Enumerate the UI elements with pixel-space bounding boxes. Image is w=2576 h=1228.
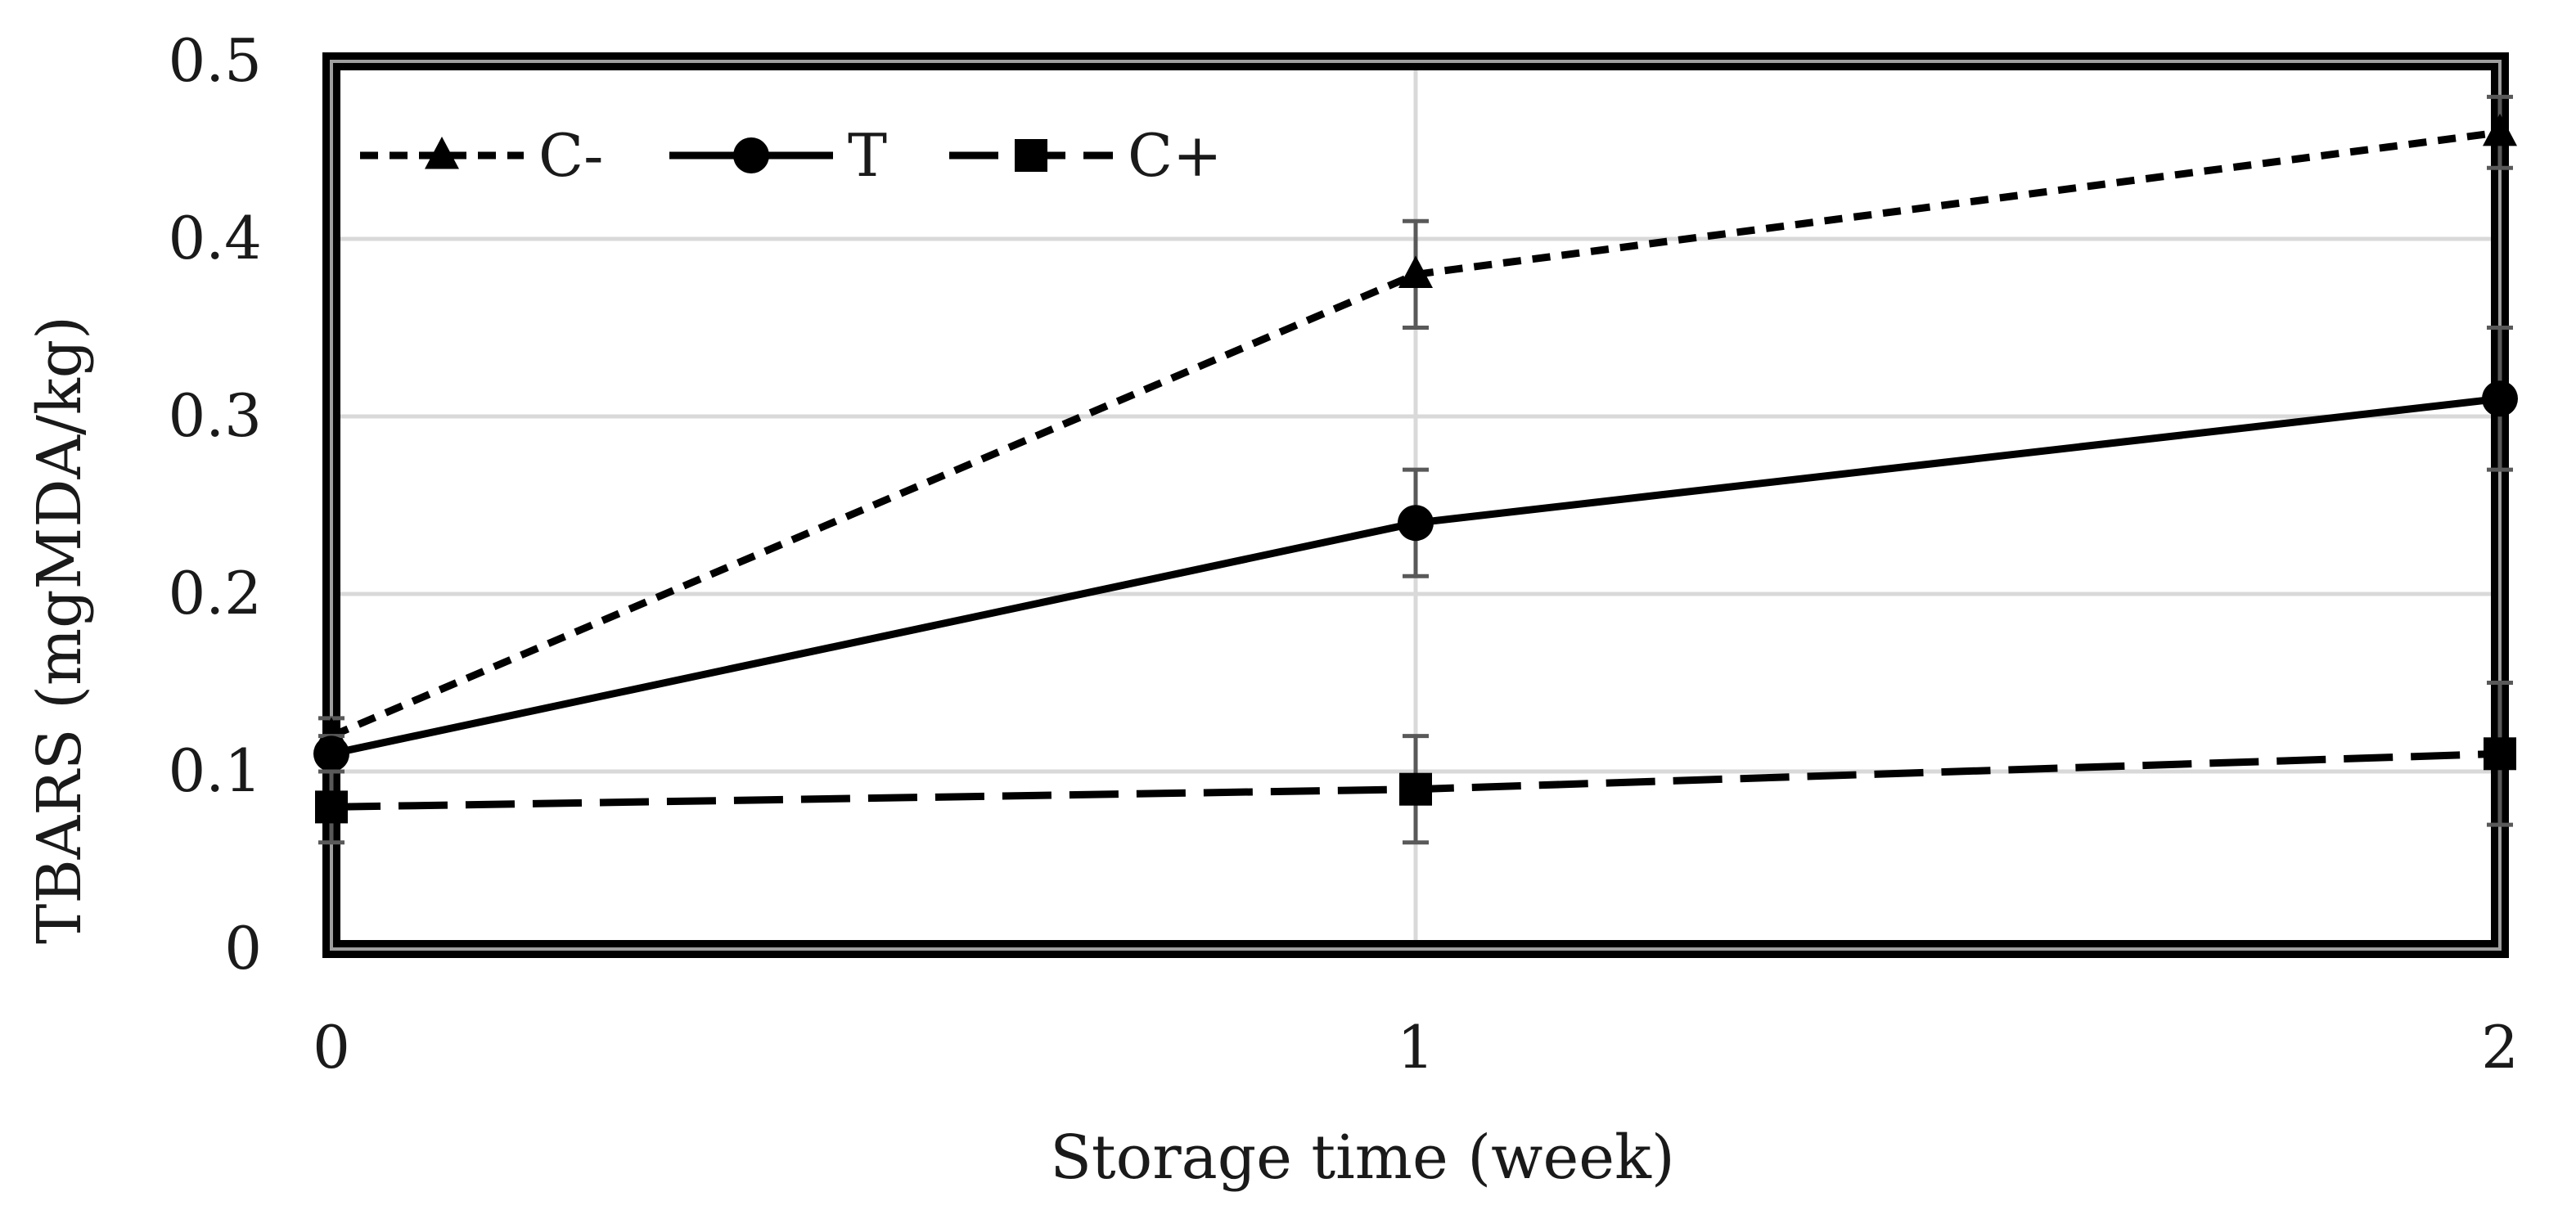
y-tick-label-0: 0 bbox=[224, 914, 262, 983]
x-tick-labels: 0 1 2 bbox=[313, 1013, 2519, 1082]
legend-item-T: T bbox=[669, 121, 887, 190]
x-tick-label-1: 1 bbox=[1397, 1013, 1434, 1082]
legend-marker-C- bbox=[425, 137, 459, 169]
data-point-C+-0 bbox=[315, 790, 348, 824]
series-T bbox=[313, 326, 2518, 774]
legend-label-C+: C+ bbox=[1128, 121, 1222, 190]
y-tick-label-2: 0.2 bbox=[168, 559, 262, 627]
y-tick-label-5: 0.5 bbox=[168, 26, 262, 95]
x-tick-label-2: 2 bbox=[2481, 1013, 2519, 1082]
x-axis-title: Storage time (week) bbox=[1050, 1122, 1675, 1193]
series-group bbox=[313, 94, 2518, 845]
plot-frame bbox=[322, 52, 2509, 958]
data-point-C--2 bbox=[2483, 113, 2517, 146]
legend-marker-T bbox=[733, 137, 769, 173]
data-point-T-0 bbox=[313, 735, 349, 772]
data-point-C--1 bbox=[1398, 255, 1433, 288]
y-tick-label-4: 0.4 bbox=[168, 204, 262, 272]
legend-label-C-: C- bbox=[538, 121, 603, 190]
series-C+ bbox=[315, 681, 2516, 845]
data-point-C+-1 bbox=[1399, 772, 1432, 806]
data-point-T-2 bbox=[2482, 380, 2518, 417]
data-point-C+-2 bbox=[2484, 737, 2516, 771]
frame-inner bbox=[330, 60, 2502, 951]
y-tick-labels: 0 0.1 0.2 0.3 0.4 0.5 bbox=[168, 26, 262, 983]
legend-item-C+: C+ bbox=[949, 121, 1222, 190]
y-tick-label-1: 0.1 bbox=[168, 736, 262, 805]
legend: C- T C+ bbox=[360, 121, 1222, 190]
legend-marker-C+ bbox=[1015, 139, 1047, 172]
y-tick-label-3: 0.3 bbox=[168, 381, 262, 450]
x-tick-label-0: 0 bbox=[313, 1013, 350, 1082]
y-axis-title: TBARS (mgMDA/kg) bbox=[25, 316, 95, 944]
legend-label-T: T bbox=[848, 121, 887, 190]
data-point-T-1 bbox=[1398, 505, 1434, 542]
legend-item-C-: C- bbox=[360, 121, 603, 190]
